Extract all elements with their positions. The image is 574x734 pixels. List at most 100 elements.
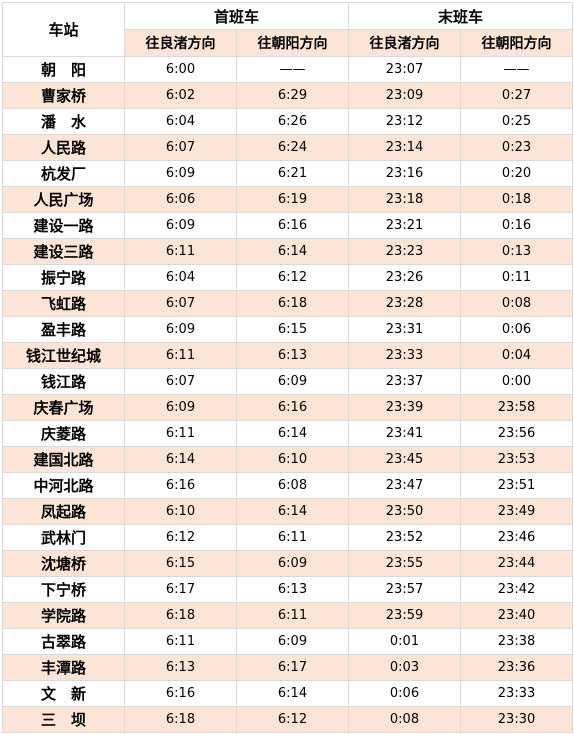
last-chaoyang-cell: 0:20 (460, 160, 574, 187)
table-row: 人民路 6:07 6:24 23:14 0:23 (2, 134, 574, 161)
station-cell: 三 坝 (2, 706, 125, 733)
station-cell: 庆春广场 (2, 394, 125, 421)
last-chaoyang-cell: 23:36 (460, 654, 574, 681)
first-liangzhu-cell: 6:18 (124, 706, 237, 733)
table-row: 振宁路 6:04 6:12 23:26 0:11 (2, 264, 574, 291)
station-cell: 曹家桥 (2, 82, 125, 109)
first-liangzhu-cell: 6:17 (124, 576, 237, 603)
table-row: 武林门 6:12 6:11 23:52 23:46 (2, 524, 574, 551)
first-chaoyang-cell: 6:09 (235, 550, 350, 577)
last-liangzhu-cell: 23:18 (348, 186, 462, 213)
station-cell: 下宁桥 (2, 576, 125, 603)
first-chaoyang-cell: 6:14 (235, 498, 350, 525)
first-chaoyang-cell: 6:11 (235, 524, 350, 551)
last-chaoyang-cell: 0:27 (460, 82, 574, 109)
station-cell: 钱江世纪城 (2, 342, 125, 369)
last-liangzhu-cell: 23:59 (348, 602, 462, 629)
last-liangzhu-cell: 0:03 (348, 654, 462, 681)
first-chaoyang-cell: 6:10 (235, 446, 350, 473)
last-liangzhu-cell: 23:28 (348, 290, 462, 317)
first-liangzhu-cell: 6:06 (124, 186, 237, 213)
last-chaoyang-cell: 0:00 (460, 368, 574, 395)
first-liangzhu-header: 往良渚方向 (124, 29, 237, 57)
station-cell: 凤起路 (2, 498, 125, 525)
station-cell: 朝 阳 (2, 56, 125, 83)
first-chaoyang-cell: —— (235, 56, 350, 83)
station-column-header: 车站 (2, 2, 125, 57)
first-chaoyang-cell: 6:08 (235, 472, 350, 499)
first-liangzhu-cell: 6:11 (124, 238, 237, 265)
table-row: 下宁桥 6:17 6:13 23:57 23:42 (2, 576, 574, 603)
last-chaoyang-cell: 0:23 (460, 134, 574, 161)
station-cell: 建设一路 (2, 212, 125, 239)
last-chaoyang-cell: 0:13 (460, 238, 574, 265)
last-liangzhu-cell: 0:01 (348, 628, 462, 655)
last-chaoyang-cell: 0:25 (460, 108, 574, 135)
first-liangzhu-cell: 6:11 (124, 420, 237, 447)
first-chaoyang-cell: 6:19 (235, 186, 350, 213)
last-liangzhu-cell: 23:12 (348, 108, 462, 135)
first-chaoyang-cell: 6:12 (235, 706, 350, 733)
station-cell: 沈塘桥 (2, 550, 125, 577)
first-chaoyang-cell: 6:18 (235, 290, 350, 317)
table-header: 车站 首班车 末班车 往良渚方向 往朝阳方向 往良渚方向 往朝阳方向 (2, 2, 574, 57)
last-chaoyang-cell: 0:11 (460, 264, 574, 291)
first-liangzhu-cell: 6:16 (124, 680, 237, 707)
last-liangzhu-cell: 23:57 (348, 576, 462, 603)
last-liangzhu-cell: 23:31 (348, 316, 462, 343)
last-chaoyang-cell: 23:40 (460, 602, 574, 629)
last-liangzhu-cell: 23:52 (348, 524, 462, 551)
table-row: 沈塘桥 6:15 6:09 23:55 23:44 (2, 550, 574, 577)
first-chaoyang-header: 往朝阳方向 (235, 29, 350, 57)
last-liangzhu-cell: 23:37 (348, 368, 462, 395)
first-liangzhu-cell: 6:09 (124, 316, 237, 343)
last-liangzhu-cell: 23:50 (348, 498, 462, 525)
last-chaoyang-cell: 23:42 (460, 576, 574, 603)
first-liangzhu-cell: 6:12 (124, 524, 237, 551)
first-liangzhu-cell: 6:11 (124, 342, 237, 369)
last-train-header: 末班车 (348, 2, 574, 30)
table-row: 杭发厂 6:09 6:21 23:16 0:20 (2, 160, 574, 187)
table-row: 建设三路 6:11 6:14 23:23 0:13 (2, 238, 574, 265)
station-cell: 建设三路 (2, 238, 125, 265)
last-liangzhu-cell: 23:33 (348, 342, 462, 369)
first-liangzhu-cell: 6:15 (124, 550, 237, 577)
last-liangzhu-cell: 0:06 (348, 680, 462, 707)
first-chaoyang-cell: 6:13 (235, 576, 350, 603)
first-liangzhu-cell: 6:14 (124, 446, 237, 473)
table-row: 庆菱路 6:11 6:14 23:41 23:56 (2, 420, 574, 447)
station-cell: 庆菱路 (2, 420, 125, 447)
first-chaoyang-cell: 6:11 (235, 602, 350, 629)
first-chaoyang-cell: 6:16 (235, 394, 350, 421)
table-row: 丰潭路 6:13 6:17 0:03 23:36 (2, 654, 574, 681)
first-liangzhu-cell: 6:07 (124, 290, 237, 317)
first-chaoyang-cell: 6:14 (235, 238, 350, 265)
first-liangzhu-cell: 6:13 (124, 654, 237, 681)
station-cell: 建国北路 (2, 446, 125, 473)
station-cell: 人民路 (2, 134, 125, 161)
first-chaoyang-cell: 6:26 (235, 108, 350, 135)
first-liangzhu-cell: 6:16 (124, 472, 237, 499)
station-cell: 人民广场 (2, 186, 125, 213)
table-row: 学院路 6:18 6:11 23:59 23:40 (2, 602, 574, 629)
last-chaoyang-cell: 23:46 (460, 524, 574, 551)
last-liangzhu-cell: 23:45 (348, 446, 462, 473)
first-liangzhu-cell: 6:09 (124, 394, 237, 421)
first-chaoyang-cell: 6:21 (235, 160, 350, 187)
last-chaoyang-header: 往朝阳方向 (460, 29, 574, 57)
table-row: 建设一路 6:09 6:16 23:21 0:16 (2, 212, 574, 239)
first-liangzhu-cell: 6:02 (124, 82, 237, 109)
first-chaoyang-cell: 6:24 (235, 134, 350, 161)
last-chaoyang-cell: 23:30 (460, 706, 574, 733)
station-cell: 振宁路 (2, 264, 125, 291)
station-cell: 中河北路 (2, 472, 125, 499)
first-liangzhu-cell: 6:04 (124, 108, 237, 135)
first-liangzhu-cell: 6:00 (124, 56, 237, 83)
table-row: 盈丰路 6:09 6:15 23:31 0:06 (2, 316, 574, 343)
last-liangzhu-cell: 23:26 (348, 264, 462, 291)
last-liangzhu-cell: 23:21 (348, 212, 462, 239)
station-cell: 学院路 (2, 602, 125, 629)
first-liangzhu-cell: 6:07 (124, 368, 237, 395)
